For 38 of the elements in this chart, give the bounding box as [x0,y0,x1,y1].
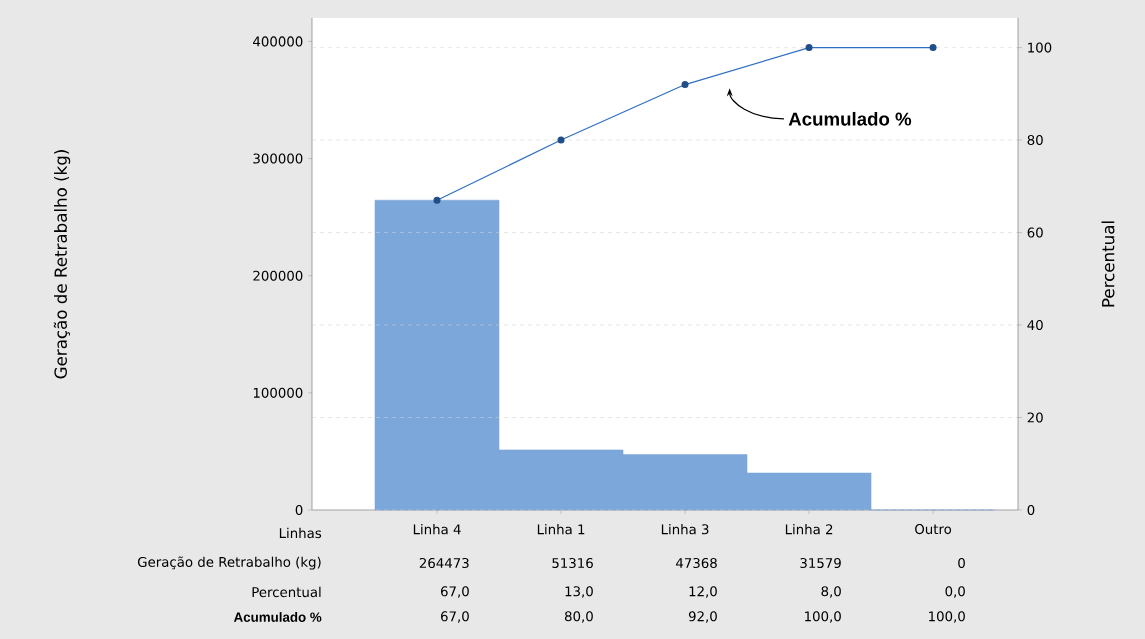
text: Acumulado % [233,612,322,622]
x-tick-label: Linha 3 [661,524,709,535]
data-label: 51316 [552,557,593,569]
data-label: 47368 [676,557,717,569]
text: 12,0 [689,586,717,598]
x-tick-label: Linha 1 [537,524,585,535]
y2-tick-label: 40 [1027,319,1043,331]
text: 0,0 [945,586,965,598]
text: Geração de Retrabalho (kg) [53,150,71,379]
data-label: 264473 [419,557,469,569]
y-tick-label: 100000 [253,387,303,398]
x-tick-label: Outro [915,524,952,535]
y2-tick-label: 60 [1027,227,1043,238]
data-label: 80,0 [564,611,593,623]
data-label: 100,0 [805,611,841,623]
y2-axis-title: Percentual [1101,221,1115,307]
data-label: 100,0 [929,611,965,623]
data-label: 0 [958,557,965,569]
y-tick-label: 0 [295,504,303,516]
text: 13,0 [565,586,593,598]
x-tick-label: Linha 4 [413,524,461,535]
y2-tick-label: 20 [1027,412,1043,423]
y-tick-label: 200000 [253,270,303,281]
text: Percentual [252,586,321,598]
y-axis-title: Geração de Retrabalho (kg) [137,556,321,570]
y-tick-label: 400000 [253,36,303,47]
data-label: 92,0 [688,611,717,623]
x-axis-title: Linhas [279,527,322,539]
y2-tick-label: 100 [1028,42,1052,53]
y2-tick-label: 0 [1027,504,1035,516]
text: Acumulado % [788,111,912,126]
data-label: 67,0 [440,611,469,623]
text: 8,0 [821,586,841,598]
x-tick-label: Linha 2 [785,524,833,535]
text: 67,0 [440,586,469,598]
data-label: 31579 [800,557,841,569]
y2-tick-label: 80 [1027,135,1043,146]
y-tick-label: 300000 [253,153,303,164]
